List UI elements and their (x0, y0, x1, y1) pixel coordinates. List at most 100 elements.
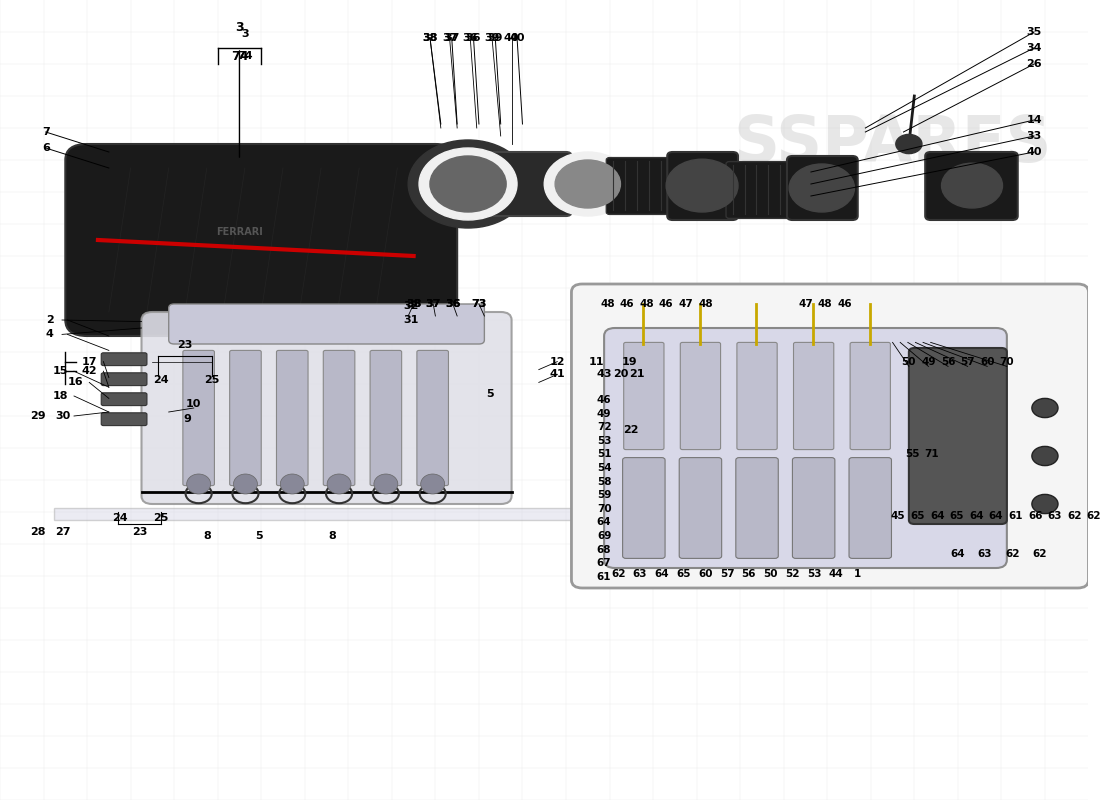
FancyBboxPatch shape (668, 152, 738, 220)
FancyBboxPatch shape (370, 350, 402, 486)
FancyBboxPatch shape (168, 304, 484, 344)
Text: 23: 23 (177, 341, 192, 350)
FancyBboxPatch shape (54, 508, 653, 520)
FancyBboxPatch shape (65, 144, 458, 336)
Circle shape (667, 159, 738, 212)
Text: 38: 38 (406, 299, 421, 309)
Text: 38: 38 (406, 299, 421, 309)
FancyBboxPatch shape (849, 458, 891, 558)
Text: 62: 62 (1032, 549, 1047, 558)
Text: 62: 62 (1067, 511, 1081, 521)
Text: 59: 59 (597, 490, 612, 500)
FancyBboxPatch shape (606, 158, 678, 214)
Text: 45: 45 (891, 511, 905, 521)
Text: 32: 32 (404, 301, 419, 310)
Text: 74: 74 (231, 50, 249, 62)
Text: 31: 31 (404, 315, 419, 325)
FancyBboxPatch shape (101, 353, 147, 366)
FancyBboxPatch shape (925, 152, 1018, 220)
Circle shape (419, 148, 517, 220)
Text: 36: 36 (465, 33, 481, 42)
Circle shape (1032, 398, 1058, 418)
Text: 4: 4 (46, 330, 54, 339)
Text: 50: 50 (763, 570, 778, 579)
Text: 40: 40 (504, 33, 519, 42)
Text: 16: 16 (67, 378, 84, 387)
Text: 23: 23 (132, 527, 147, 537)
Text: 63: 63 (1047, 511, 1062, 521)
Text: 5: 5 (486, 389, 494, 398)
Text: 44: 44 (828, 570, 844, 579)
Text: 11: 11 (588, 357, 604, 366)
Text: 8: 8 (202, 531, 211, 541)
Text: 41: 41 (550, 370, 565, 379)
Text: 36: 36 (446, 299, 461, 309)
Ellipse shape (327, 474, 351, 494)
FancyBboxPatch shape (572, 284, 1089, 588)
FancyBboxPatch shape (101, 413, 147, 426)
Text: 46: 46 (659, 299, 673, 309)
Text: 39: 39 (484, 33, 499, 42)
Text: 19: 19 (621, 357, 637, 366)
FancyBboxPatch shape (737, 342, 778, 450)
Text: 27: 27 (55, 527, 70, 537)
Text: 64: 64 (654, 570, 669, 579)
Text: 1985: 1985 (678, 390, 847, 522)
Text: 33: 33 (1026, 131, 1042, 141)
Text: 20: 20 (613, 370, 628, 379)
Text: 3: 3 (241, 29, 249, 38)
Text: 15: 15 (52, 366, 67, 376)
Text: 69: 69 (597, 531, 612, 541)
Text: 62: 62 (610, 570, 626, 579)
Text: 64: 64 (950, 549, 965, 558)
Text: 37: 37 (444, 33, 460, 42)
Text: 38: 38 (422, 33, 438, 42)
Text: 57: 57 (960, 357, 975, 366)
Text: 60: 60 (698, 570, 713, 579)
Text: 47: 47 (679, 299, 693, 309)
Text: 68: 68 (597, 545, 612, 554)
Text: 7: 7 (42, 127, 50, 137)
Text: 62: 62 (1087, 511, 1100, 521)
Text: 67: 67 (597, 558, 612, 568)
Text: 38: 38 (422, 33, 438, 42)
Text: 48: 48 (698, 299, 713, 309)
Text: 64: 64 (597, 518, 612, 527)
Text: 34: 34 (1026, 43, 1042, 53)
Text: 40: 40 (1026, 147, 1042, 157)
Text: 73: 73 (471, 299, 486, 309)
FancyBboxPatch shape (623, 458, 666, 558)
Text: 2: 2 (46, 315, 54, 325)
Text: 64: 64 (969, 511, 983, 521)
Text: 65: 65 (911, 511, 925, 521)
Text: 29: 29 (31, 411, 46, 421)
Text: 56: 56 (741, 570, 756, 579)
Circle shape (544, 152, 631, 216)
FancyBboxPatch shape (142, 312, 512, 504)
Text: 47: 47 (799, 299, 813, 309)
Text: 26: 26 (1026, 59, 1042, 69)
Text: FERRARI: FERRARI (216, 227, 263, 237)
Text: 53: 53 (597, 436, 612, 446)
FancyBboxPatch shape (736, 458, 779, 558)
Text: 43: 43 (596, 370, 612, 379)
Text: 14: 14 (1026, 115, 1042, 125)
Text: 37: 37 (426, 299, 441, 309)
Ellipse shape (420, 474, 444, 494)
Text: 64: 64 (930, 511, 945, 521)
Text: 73: 73 (471, 299, 486, 309)
Text: 48: 48 (817, 299, 833, 309)
Text: 54: 54 (597, 463, 612, 473)
Text: 9: 9 (184, 414, 191, 424)
Text: 62: 62 (1005, 549, 1020, 558)
FancyBboxPatch shape (230, 350, 261, 486)
Text: 39: 39 (487, 33, 503, 42)
FancyBboxPatch shape (850, 342, 890, 450)
Text: 65: 65 (676, 570, 691, 579)
Text: 71: 71 (924, 450, 939, 459)
Text: 46: 46 (597, 395, 612, 405)
Text: 74: 74 (238, 51, 253, 61)
FancyBboxPatch shape (101, 373, 147, 386)
Ellipse shape (280, 474, 305, 494)
Text: 53: 53 (807, 570, 822, 579)
